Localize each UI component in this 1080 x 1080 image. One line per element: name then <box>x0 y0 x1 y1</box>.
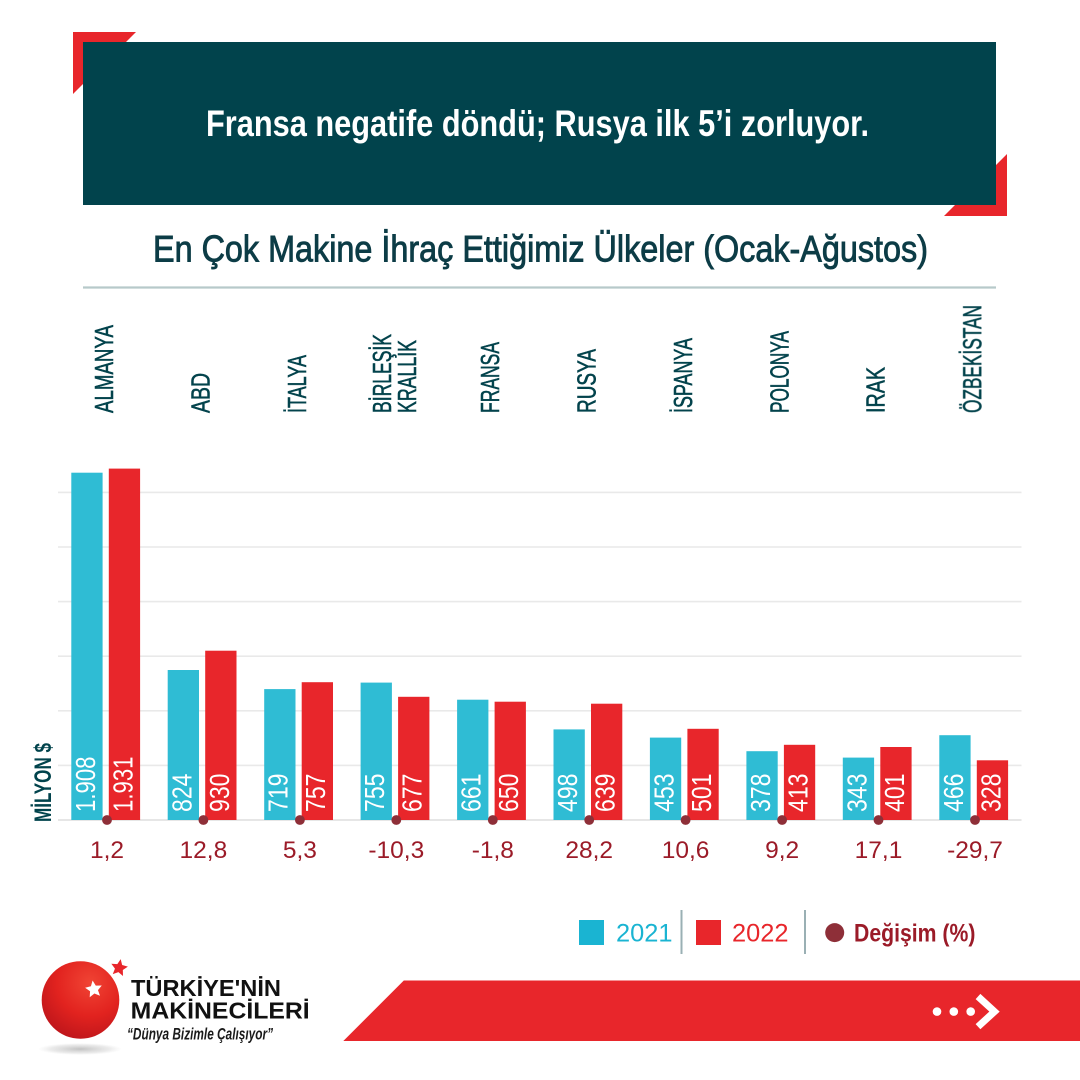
svg-text:2021: 2021 <box>616 920 672 948</box>
svg-text:MAKİNECİLERİ: MAKİNECİLERİ <box>131 998 310 1024</box>
svg-text:RUSYA: RUSYA <box>573 349 601 413</box>
svg-text:1.908: 1.908 <box>70 757 101 813</box>
svg-text:IRAK: IRAK <box>863 367 891 413</box>
svg-text:BİRLEŞİK: BİRLEŞİK <box>368 334 397 413</box>
svg-text:Fransa negatife döndü; Rusya i: Fransa negatife döndü; Rusya ilk 5’i zor… <box>206 102 869 144</box>
svg-text:401: 401 <box>879 774 910 813</box>
svg-text:930: 930 <box>204 774 235 813</box>
svg-text:498: 498 <box>552 774 583 813</box>
svg-text:757: 757 <box>300 774 331 813</box>
svg-text:661: 661 <box>456 774 487 813</box>
svg-text:639: 639 <box>590 774 621 813</box>
svg-text:-1,8: -1,8 <box>472 837 514 864</box>
svg-text:719: 719 <box>263 774 294 813</box>
svg-text:FRANSA: FRANSA <box>477 342 505 413</box>
svg-text:İTALYA: İTALYA <box>283 355 312 413</box>
svg-text:17,1: 17,1 <box>855 837 903 864</box>
svg-text:378: 378 <box>745 774 776 813</box>
svg-text:KRALLIK: KRALLIK <box>394 340 422 413</box>
svg-text:824: 824 <box>166 774 197 813</box>
svg-text:-10,3: -10,3 <box>368 837 424 864</box>
svg-text:“Dünya Bizimle Çalışıyor”: “Dünya Bizimle Çalışıyor” <box>127 1025 274 1043</box>
svg-text:İSPANYA: İSPANYA <box>669 338 698 413</box>
svg-text:5,3: 5,3 <box>283 837 317 864</box>
svg-text:Değişim (%): Değişim (%) <box>854 920 975 948</box>
svg-text:ABD: ABD <box>188 373 216 413</box>
svg-text:453: 453 <box>649 774 680 813</box>
svg-text:328: 328 <box>975 773 1006 812</box>
svg-text:1.931: 1.931 <box>107 757 138 813</box>
svg-text:677: 677 <box>397 774 428 813</box>
svg-text:650: 650 <box>493 774 524 813</box>
svg-text:10,6: 10,6 <box>662 837 710 864</box>
svg-text:28,2: 28,2 <box>565 837 613 864</box>
svg-text:9,2: 9,2 <box>765 837 799 864</box>
svg-text:343: 343 <box>841 774 872 813</box>
svg-text:2022: 2022 <box>732 920 788 948</box>
svg-text:TÜRKİYE'NİN: TÜRKİYE'NİN <box>131 975 281 1001</box>
svg-text:755: 755 <box>359 774 390 813</box>
svg-text:ÖZBEKİSTAN: ÖZBEKİSTAN <box>958 305 987 413</box>
svg-text:POLONYA: POLONYA <box>766 331 794 413</box>
svg-text:ALMANYA: ALMANYA <box>91 325 119 413</box>
svg-text:12,8: 12,8 <box>180 837 228 864</box>
svg-text:501: 501 <box>686 774 717 813</box>
svg-text:413: 413 <box>782 774 813 813</box>
svg-text:1,2: 1,2 <box>90 837 124 864</box>
svg-text:MİLYON $: MİLYON $ <box>30 743 57 822</box>
svg-text:-29,7: -29,7 <box>947 837 1003 864</box>
svg-text:466: 466 <box>938 774 969 813</box>
svg-text:En Çok Makine İhraç Ettiğimiz: En Çok Makine İhraç Ettiğimiz Ülkeler (O… <box>153 228 928 270</box>
